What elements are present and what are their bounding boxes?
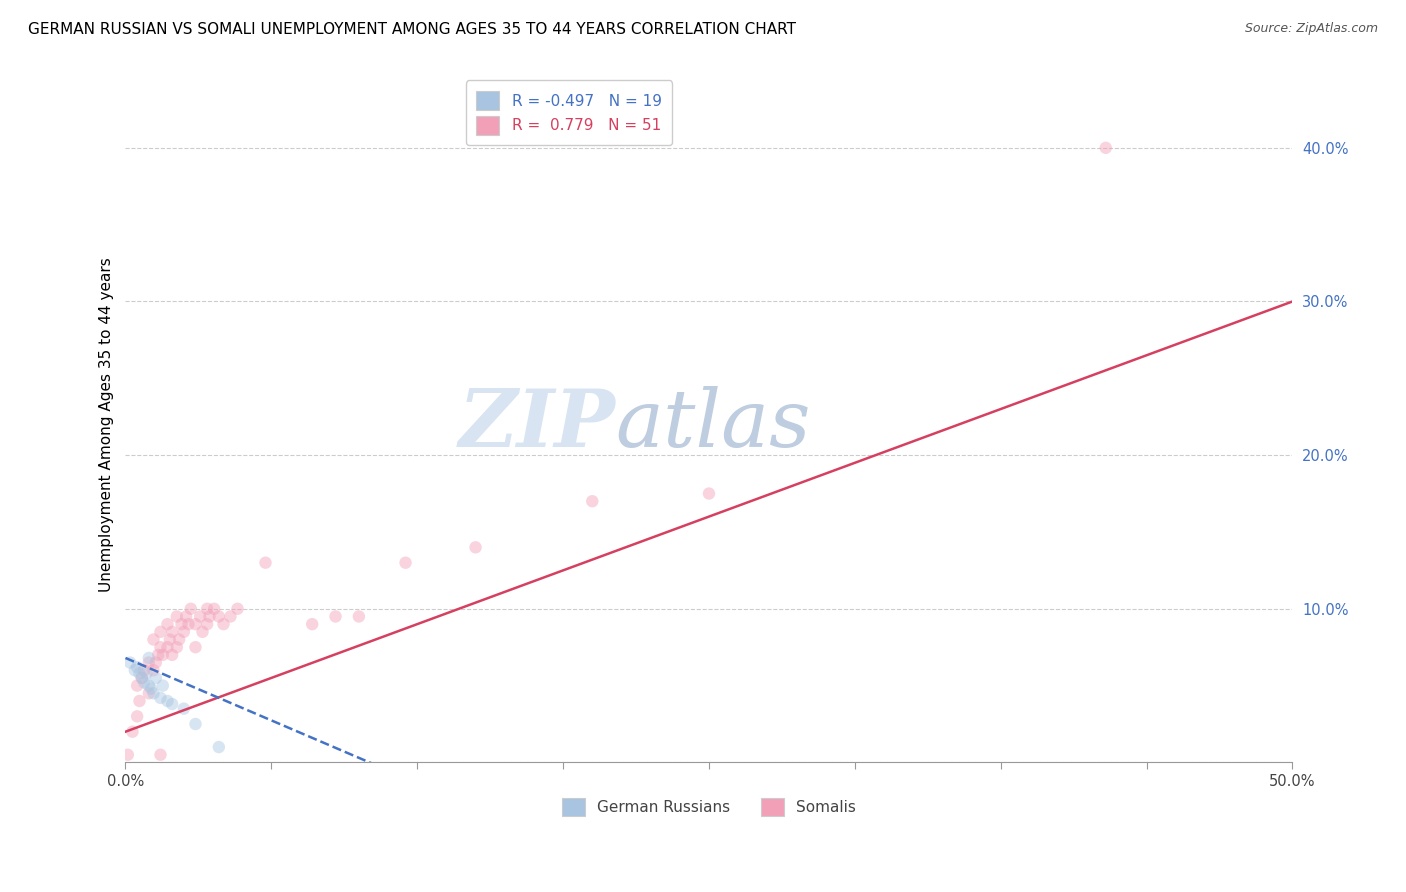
Point <box>226 601 249 615</box>
Point <box>156 617 179 632</box>
Point <box>142 663 165 677</box>
Point <box>301 617 323 632</box>
Point <box>152 648 174 662</box>
Point <box>159 632 181 647</box>
Legend: German Russians, Somalis: German Russians, Somalis <box>555 791 862 822</box>
Point <box>581 494 603 508</box>
Point <box>195 601 218 615</box>
Point <box>149 690 172 705</box>
Point <box>1094 141 1116 155</box>
Point <box>173 701 195 715</box>
Point <box>156 640 179 655</box>
Point <box>131 671 153 685</box>
Point <box>202 601 225 615</box>
Point <box>142 632 165 647</box>
Point <box>173 624 195 639</box>
Point <box>198 609 221 624</box>
Point <box>212 617 235 632</box>
Point <box>145 656 167 670</box>
Point <box>195 617 218 632</box>
Point <box>146 648 169 662</box>
Point <box>149 640 172 655</box>
Point <box>254 556 277 570</box>
Point <box>149 747 172 762</box>
Point <box>138 679 160 693</box>
Point <box>141 681 163 696</box>
Point <box>117 747 139 762</box>
Point <box>208 609 231 624</box>
Text: GERMAN RUSSIAN VS SOMALI UNEMPLOYMENT AMONG AGES 35 TO 44 YEARS CORRELATION CHAR: GERMAN RUSSIAN VS SOMALI UNEMPLOYMENT AM… <box>28 22 796 37</box>
Point <box>127 709 149 723</box>
Point <box>152 679 174 693</box>
Point <box>156 694 179 708</box>
Point <box>167 632 190 647</box>
Point <box>134 675 156 690</box>
Point <box>184 717 207 731</box>
Point <box>184 640 207 655</box>
Point <box>149 624 172 639</box>
Point <box>127 660 149 674</box>
Point <box>347 609 370 624</box>
Point <box>170 617 193 632</box>
Point <box>166 609 188 624</box>
Point <box>134 663 156 677</box>
Y-axis label: Unemployment Among Ages 35 to 44 years: Unemployment Among Ages 35 to 44 years <box>100 257 114 591</box>
Point <box>464 541 486 555</box>
Point <box>160 697 183 711</box>
Point <box>160 648 183 662</box>
Point <box>135 666 157 681</box>
Point <box>177 617 200 632</box>
Point <box>174 609 197 624</box>
Point <box>208 740 231 755</box>
Point <box>697 486 720 500</box>
Point <box>138 686 160 700</box>
Point <box>145 671 167 685</box>
Point <box>160 624 183 639</box>
Point <box>142 686 165 700</box>
Point <box>219 609 242 624</box>
Point <box>120 656 142 670</box>
Point <box>127 679 149 693</box>
Point <box>180 601 202 615</box>
Point <box>394 556 416 570</box>
Point <box>138 651 160 665</box>
Point <box>124 663 146 677</box>
Point <box>184 617 207 632</box>
Point <box>128 666 150 681</box>
Point <box>191 624 214 639</box>
Point <box>138 656 160 670</box>
Point <box>131 671 153 685</box>
Point <box>325 609 347 624</box>
Point <box>166 640 188 655</box>
Point <box>121 724 143 739</box>
Text: ZIP: ZIP <box>458 385 616 463</box>
Point <box>188 609 211 624</box>
Text: atlas: atlas <box>616 385 811 463</box>
Point <box>128 694 150 708</box>
Text: Source: ZipAtlas.com: Source: ZipAtlas.com <box>1244 22 1378 36</box>
